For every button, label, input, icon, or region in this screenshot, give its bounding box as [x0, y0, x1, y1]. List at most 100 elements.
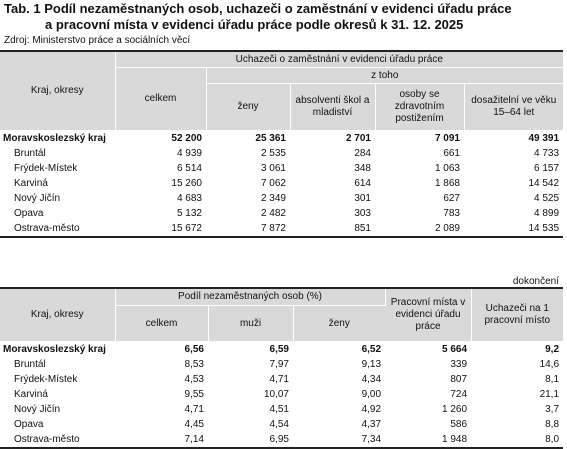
continued-note: dokončení: [512, 276, 559, 287]
cell-jobs: 5 664: [442, 344, 468, 355]
title-line-2: a pracovní místa v evidenci úřadu práce …: [45, 17, 464, 32]
cell-jobs: 1 260: [442, 404, 468, 415]
cell-disabled: 7 091: [434, 133, 460, 144]
cell-per-job: 9,2: [545, 344, 560, 355]
region-name: Moravskoslezský kraj: [3, 344, 106, 355]
table-row: Nový Jičín 4 683 2 349 301 627 4 525: [0, 191, 563, 206]
cell-total: 15 260: [171, 178, 202, 189]
cell-graduates: 851: [354, 223, 371, 234]
cell-total: 4,45: [184, 419, 204, 430]
table-title: Tab. 1 Podíl nezaměstnaných osob, uchaze…: [4, 1, 564, 33]
cell-disabled: 1 868: [434, 178, 460, 189]
table-row: Ostrava-město 15 672 7 872 851 2 089 14 …: [0, 221, 564, 237]
region-name: Bruntál: [14, 148, 46, 159]
region-name: Frýdek-Místek: [14, 374, 78, 385]
header-group-share: Podíl nezaměstnaných osob (%): [115, 288, 386, 306]
cell-jobs: 586: [450, 419, 468, 430]
header-jobs: Pracovní místa v evidenci úřadu práce: [385, 288, 472, 342]
cell-disabled: 783: [443, 208, 460, 219]
cell-graduates: 2 701: [345, 133, 371, 144]
table-row: Nový Jičín 4,71 4,51 4,92 1 260 3,7: [0, 402, 563, 417]
cell-per-job: 8,0: [545, 434, 560, 445]
region-name: Opava: [14, 208, 44, 219]
cell-graduates: 348: [354, 163, 371, 174]
cell-women: 7 062: [260, 178, 286, 189]
region-name: Karviná: [14, 389, 48, 400]
job-seekers-table: Kraj, okresy Uchazeči o zaměstnání v evi…: [0, 50, 564, 238]
cell-total: 4 939: [176, 148, 202, 159]
header-women: ženy: [206, 83, 291, 131]
region-name: Karviná: [14, 178, 48, 189]
title-line-1: Tab. 1 Podíl nezaměstnaných osob, uchaze…: [4, 1, 512, 16]
cell-women: 6,52: [361, 344, 382, 355]
cell-total: 9,55: [184, 389, 204, 400]
table-row: Karviná 15 260 7 062 614 1 868 14 542: [0, 176, 563, 191]
header-per-job: Uchazeči na 1 pracovní místo: [471, 288, 564, 342]
cell-total: 6,56: [184, 344, 204, 355]
header-women: ženy: [293, 305, 386, 342]
region-name: Opava: [14, 419, 44, 430]
header-region: Kraj, okresy: [0, 288, 116, 342]
cell-per-job: 3,7: [545, 404, 560, 415]
cell-women: 9,13: [361, 359, 382, 370]
cell-per-job: 8,8: [545, 419, 560, 430]
cell-disabled: 661: [443, 148, 460, 159]
cell-men: 4,54: [269, 419, 289, 430]
region-name: Moravskoslezský kraj: [3, 133, 106, 144]
region-name: Nový Jičín: [14, 193, 61, 204]
region-name: Nový Jičín: [14, 404, 61, 415]
cell-men: 6,59: [269, 344, 289, 355]
cell-women: 4,34: [361, 374, 382, 385]
table-row: Bruntál 8,53 7,97 9,13 339 14,6: [0, 357, 563, 372]
cell-total: 6 514: [176, 163, 202, 174]
cell-women: 7,34: [361, 434, 382, 445]
table-row: Opava 4,45 4,54 4,37 586 8,8: [0, 417, 563, 432]
cell-men: 7,97: [269, 359, 289, 370]
cell-men: 4,51: [269, 404, 289, 415]
cell-per-job: 14,6: [539, 359, 560, 370]
cell-total: 7,14: [184, 434, 204, 445]
cell-total: 4,53: [184, 374, 204, 385]
header-men: muži: [208, 305, 294, 342]
cell-women: 4,92: [361, 404, 382, 415]
cell-graduates: 614: [354, 178, 371, 189]
region-name: Frýdek-Místek: [14, 163, 78, 174]
cell-men: 4,71: [269, 374, 289, 385]
cell-total: 4,71: [184, 404, 204, 415]
source-note: Zdroj: Ministerstvo práce a sociálních v…: [4, 35, 191, 46]
cell-disabled: 627: [443, 193, 460, 204]
cell-women: 2 482: [260, 208, 286, 219]
table-row: Frýdek-Místek 4,53 4,71 4,34 807 8,1: [0, 372, 563, 387]
header-total: celkem: [115, 67, 207, 131]
cell-age: 49 391: [528, 133, 560, 144]
region-name: Ostrava-město: [14, 223, 80, 234]
header-of-which: z toho: [206, 67, 564, 84]
cell-total: 5 132: [176, 208, 202, 219]
cell-women: 3 061: [260, 163, 286, 174]
header-age: dosažitelní ve věku 15–64 let: [464, 83, 564, 131]
header-group-job-seekers: Uchazeči o zaměstnání v evidenci úřadu p…: [115, 51, 564, 68]
cell-women: 4,37: [361, 419, 382, 430]
cell-total: 52 200: [171, 133, 202, 144]
header-total: celkem: [115, 305, 209, 342]
cell-women: 2 535: [260, 148, 286, 159]
cell-graduates: 284: [354, 148, 371, 159]
cell-per-job: 8,1: [545, 374, 560, 385]
cell-women: 9,00: [361, 389, 382, 400]
header-disabled: osoby se zdravotním postižením: [375, 83, 465, 131]
table-row: Opava 5 132 2 482 303 783 4 899: [0, 206, 563, 221]
region-name: Bruntál: [14, 359, 46, 370]
cell-age: 4 525: [534, 193, 560, 204]
cell-men: 10,07: [263, 389, 289, 400]
cell-women: 25 361: [255, 133, 286, 144]
cell-total: 4 683: [176, 193, 202, 204]
table-row: Bruntál 4 939 2 535 284 661 4 733: [0, 146, 563, 161]
cell-per-job: 21,1: [539, 389, 560, 400]
cell-jobs: 724: [450, 389, 468, 400]
unemployment-share-table: Kraj, okresy Podíl nezaměstnaných osob (…: [0, 287, 564, 449]
cell-women: 2 349: [260, 193, 286, 204]
table-row: Moravskoslezský kraj 52 200 25 361 2 701…: [0, 131, 563, 147]
cell-age: 14 542: [528, 178, 560, 189]
cell-total: 15 672: [171, 223, 202, 234]
cell-men: 6,95: [269, 434, 289, 445]
